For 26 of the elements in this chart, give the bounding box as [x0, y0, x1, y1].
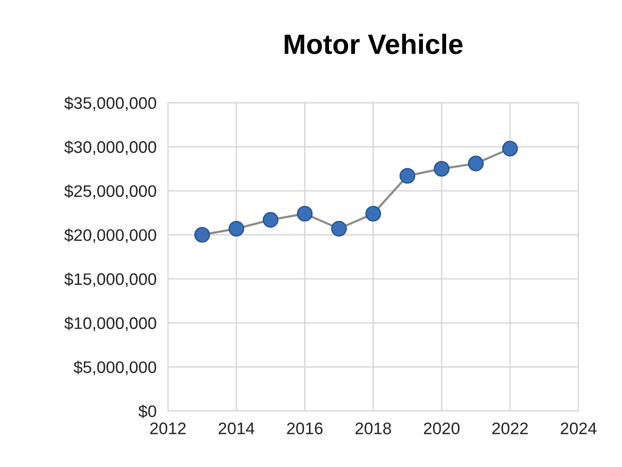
point	[194, 226, 210, 243]
x-tick-label: 2024	[560, 422, 597, 434]
point	[228, 220, 244, 237]
x-tick-label: 2012	[150, 422, 186, 434]
x-tick-label: 2014	[218, 422, 254, 434]
x-tick-label: 2018	[356, 422, 392, 434]
point	[434, 160, 450, 177]
point	[502, 140, 518, 156]
y-tick-label: $20,000,000	[64, 228, 156, 244]
y-tick-label: $35,000,000	[64, 96, 156, 111]
point	[400, 168, 416, 184]
y-tick-label: $0	[138, 404, 156, 418]
x-tick-label: 2016	[287, 422, 323, 434]
y-tick-label: $15,000,000	[64, 272, 156, 288]
y-tick-label: $30,000,000	[64, 140, 156, 155]
x-tick-label: 2020	[424, 422, 460, 434]
point	[365, 206, 382, 222]
point	[262, 212, 278, 228]
y-tick-label: $25,000,000	[64, 184, 156, 199]
y-tick-label: $5,000,000	[74, 360, 156, 376]
point	[468, 156, 484, 172]
x-tick-label: 2022	[492, 422, 528, 434]
chart-title: Motor Vehicle	[284, 34, 463, 54]
y-tick-label: $10,000,000	[64, 316, 156, 332]
point	[331, 220, 347, 237]
point	[296, 206, 313, 222]
